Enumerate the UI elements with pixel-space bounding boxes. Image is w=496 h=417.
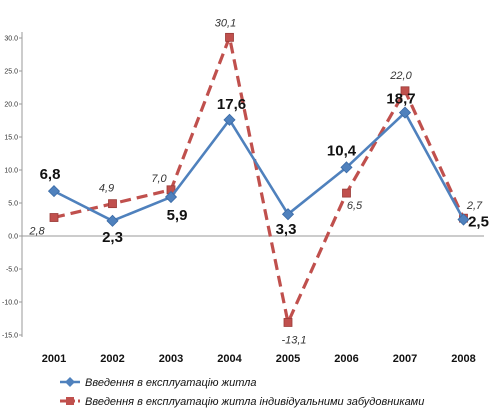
data-label-individual: 4,9 xyxy=(99,183,114,195)
point-marker-individual xyxy=(283,318,293,327)
series-line-individual xyxy=(53,35,465,325)
y-tick-label: -15.0 xyxy=(2,333,18,340)
data-label-housing: 18,7 xyxy=(386,91,415,108)
point-marker-housing xyxy=(47,185,61,198)
data-label-housing: 2,5 xyxy=(468,214,489,231)
point-marker-housing xyxy=(223,113,236,126)
x-tick-label: 2002 xyxy=(100,353,124,365)
x-tick-label: 2005 xyxy=(276,353,300,365)
legend-marker-diamond-icon xyxy=(65,377,75,387)
axes: -15.0 -10.0 -5.0 0.0 5.0 10.0 15.0 20.0 25.0 30.0… xyxy=(2,32,484,365)
data-label-individual: -13,1 xyxy=(281,334,306,346)
point-marker-housing xyxy=(340,161,353,174)
y-tick-label: -10.0 xyxy=(2,300,18,307)
legend: Введення в експлуатацію житла Введення в … xyxy=(60,377,424,408)
legend-marker-square-icon xyxy=(66,397,74,405)
data-label-individual: 30,1 xyxy=(215,17,236,29)
x-tick-label: 2004 xyxy=(217,353,242,365)
series-line-housing xyxy=(53,111,465,223)
point-marker-housing xyxy=(398,106,412,119)
data-label-individual: 22,0 xyxy=(389,70,412,82)
y-tick-label: 10.0 xyxy=(4,168,18,175)
point-marker-individual xyxy=(342,188,351,198)
data-labels: 6,8 2,3 5,9 17,6 3,3 10,4 18,7 2,5 2,8 4,9 7,0 30,1… xyxy=(28,17,489,346)
legend-label-housing: Введення в експлуатацію житла xyxy=(85,377,256,389)
series-layer xyxy=(47,32,470,327)
legend-label-individual: Введення в експлуатацію житла індивідуал… xyxy=(85,396,424,408)
y-tick-label: 0.0 xyxy=(8,234,18,241)
point-marker-individual xyxy=(108,199,117,209)
x-tick-label: 2006 xyxy=(334,353,358,365)
x-tick-label: 2007 xyxy=(393,353,417,365)
x-tick-label: 2008 xyxy=(451,353,475,365)
data-label-housing: 10,4 xyxy=(327,142,357,159)
data-label-individual: 7,0 xyxy=(151,173,167,185)
point-marker-housing xyxy=(457,213,470,226)
data-label-housing: 6,8 xyxy=(40,166,61,183)
data-label-housing: 2,3 xyxy=(102,229,123,246)
point-marker-housing xyxy=(281,208,295,221)
point-marker-individual xyxy=(49,213,59,222)
data-label-housing: 17,6 xyxy=(217,96,246,113)
y-tick-label: -5.0 xyxy=(6,267,18,274)
data-label-housing: 5,9 xyxy=(167,207,188,224)
data-label-individual: 2,8 xyxy=(28,226,45,238)
point-marker-individual xyxy=(225,32,234,42)
point-marker-housing xyxy=(164,190,178,204)
x-tick-label: 2003 xyxy=(159,353,183,365)
y-tick-label: 20.0 xyxy=(4,102,18,109)
data-label-individual: 6,5 xyxy=(347,200,363,212)
y-tick-label: 30.0 xyxy=(4,36,18,43)
data-label-housing: 3,3 xyxy=(276,221,297,238)
y-tick-label: 5.0 xyxy=(8,201,18,208)
y-tick-label: 15.0 xyxy=(4,135,18,142)
point-marker-individual xyxy=(400,86,410,96)
point-marker-housing xyxy=(106,214,119,227)
data-label-individual: 2,7 xyxy=(466,200,483,212)
x-tick-label: 2001 xyxy=(42,353,66,365)
y-tick-label: 25.0 xyxy=(4,69,18,76)
